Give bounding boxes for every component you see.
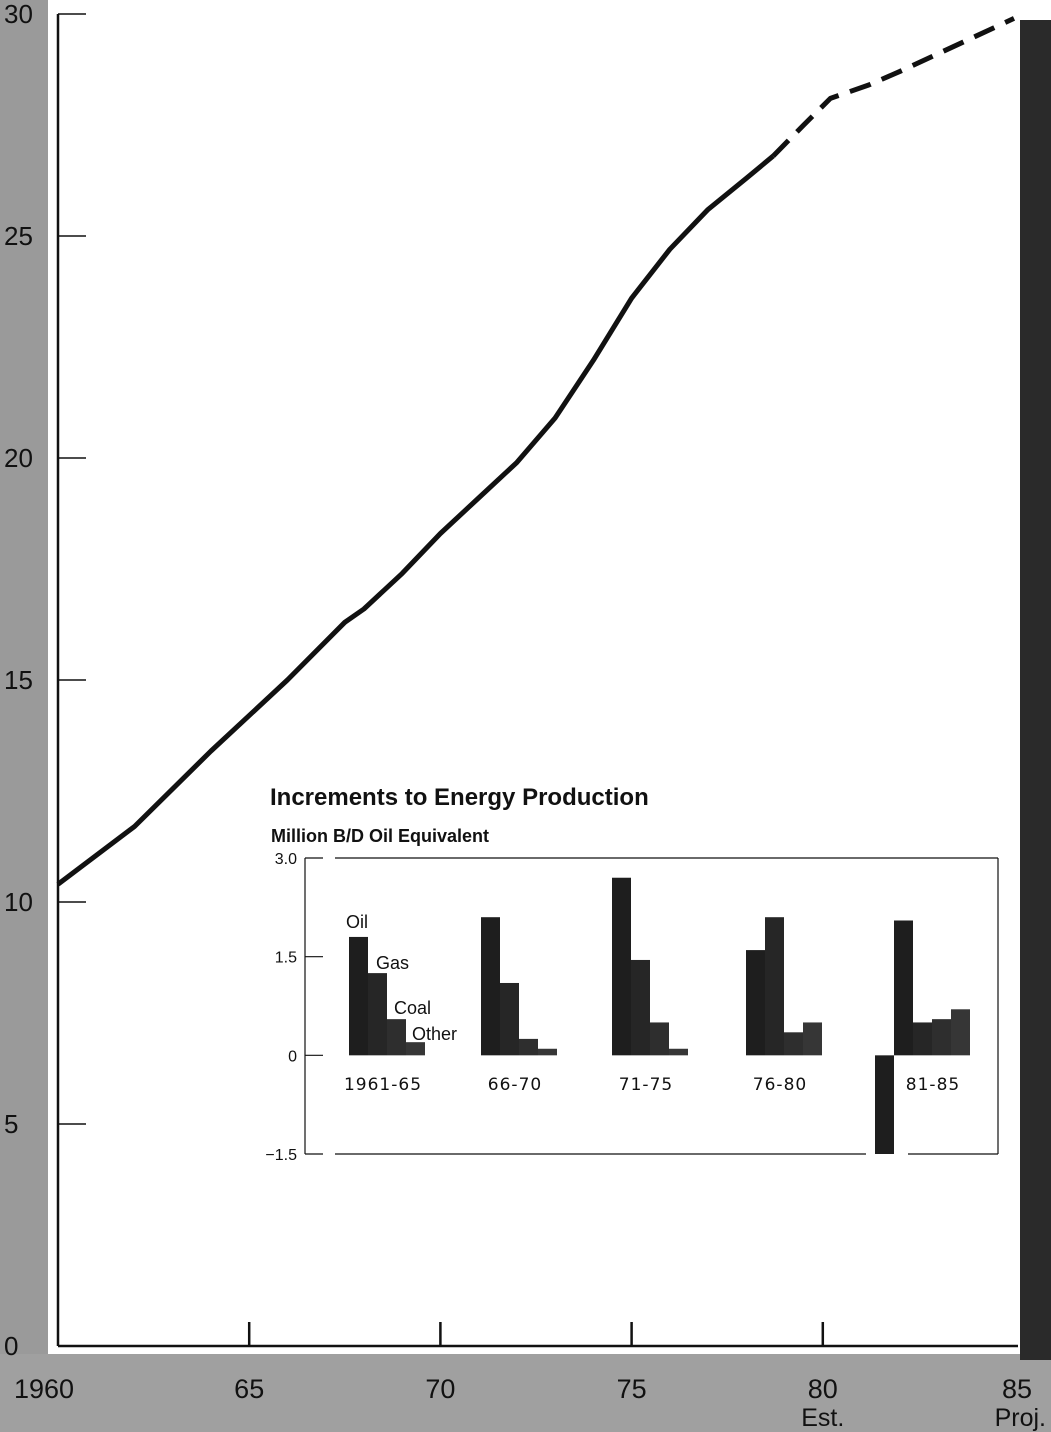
y-tick-label: 20: [4, 443, 33, 473]
y-tick-label: 0: [4, 1331, 18, 1361]
inset-y-tick-label: −1.5: [265, 1147, 297, 1164]
x-sub-label: Proj.: [995, 1404, 1046, 1432]
inset-y-tick-label: 0: [288, 1048, 297, 1065]
bar-coal-1961-65: [387, 1019, 406, 1055]
inset-y-tick-label: 1.5: [275, 950, 297, 967]
bar-other-66-70: [538, 1049, 557, 1056]
x-tick-label: 65: [234, 1374, 264, 1404]
bar-gas-1961-65: [368, 973, 387, 1055]
bar-gas-81-85: [913, 1022, 932, 1055]
x-tick-label: 1960: [14, 1374, 74, 1404]
x-tick-label: 70: [425, 1374, 455, 1404]
x-tick-label: 85: [1002, 1374, 1032, 1404]
inset-category-label: 1961-65: [344, 1075, 422, 1095]
bar-other-71-75: [669, 1049, 688, 1056]
bar-oil-1961-65: [349, 937, 368, 1055]
inset-title: Increments to Energy Production: [270, 784, 649, 811]
x-tick-label: 80: [808, 1374, 838, 1404]
bar-other-76-80: [803, 1022, 822, 1055]
y-tick-label: 25: [4, 221, 33, 251]
bar-coal-71-75: [650, 1022, 669, 1055]
y-tick-label: 15: [4, 665, 33, 695]
y-tick-label: 10: [4, 887, 33, 917]
series-label-gas: Gas: [376, 953, 409, 973]
inset-category-label: 76-80: [753, 1075, 807, 1095]
bar-coal-81-85: [932, 1019, 951, 1055]
bar-other-81-85: [951, 1009, 970, 1055]
x-tick-label: 75: [617, 1374, 647, 1404]
x-sub-label: Est.: [801, 1404, 844, 1432]
bar-gas-76-80: [765, 917, 784, 1055]
series-label-oil: Oil: [346, 912, 368, 932]
bar-oil-81-85: [894, 920, 913, 1055]
inset-subtitle: Million B/D Oil Equivalent: [271, 826, 489, 846]
inset-y-tick-label: 3.0: [275, 851, 297, 868]
y-tick-label: 5: [4, 1109, 18, 1139]
inset-category-label: 66-70: [488, 1075, 542, 1095]
y-tick-label: 30: [4, 0, 33, 29]
bar-oil-71-75: [612, 878, 631, 1056]
bar-coal-66-70: [519, 1039, 538, 1055]
bar-oil-81-85-negative: [875, 1055, 894, 1154]
scan-border-bottom: [0, 1354, 1051, 1432]
bar-gas-71-75: [631, 960, 650, 1055]
bar-oil-66-70: [481, 917, 500, 1055]
scan-border-right: [1020, 20, 1051, 1360]
scan-border-left: [0, 0, 48, 1432]
bar-other-1961-65: [406, 1042, 425, 1055]
inset-category-label: 71-75: [619, 1075, 673, 1095]
inset-chart: Increments to Energy Production Million B…: [255, 775, 1015, 1165]
inset-category-label: 81-85: [906, 1075, 960, 1095]
series-label-other: Other: [412, 1024, 457, 1044]
series-label-coal: Coal: [394, 998, 431, 1018]
bar-coal-76-80: [784, 1032, 803, 1055]
bar-oil-76-80: [746, 950, 765, 1055]
bar-gas-66-70: [500, 983, 519, 1055]
